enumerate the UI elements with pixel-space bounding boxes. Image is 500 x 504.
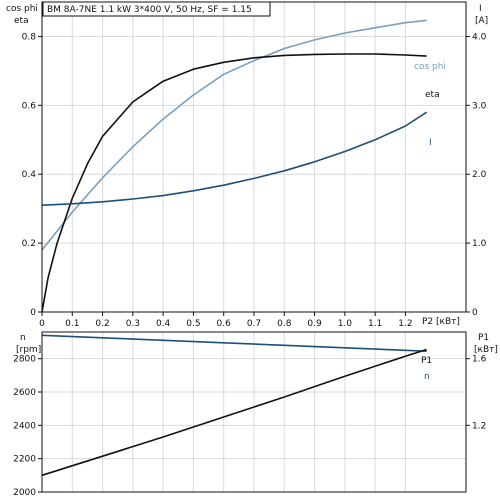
- lower-y-left-tick-label: 2400: [13, 421, 36, 431]
- x-axis-label: P2 [кВт]: [422, 317, 460, 327]
- bottom-plot-frame: [41, 331, 467, 493]
- chart-title: BM 8A-7NE 1.1 kW 3*400 V, 50 Hz, SF = 1.…: [47, 5, 252, 15]
- series-label-eta: eta: [425, 90, 440, 100]
- x-tick-label: 1.1: [368, 319, 382, 329]
- lower-right-axis-label-unit: [кВт]: [474, 345, 498, 355]
- bottom-series-group: [41, 334, 427, 477]
- x-tick-label: 0.8: [277, 319, 292, 329]
- y-left-tick-label: 0.6: [22, 101, 37, 111]
- x-tick-label: 1.2: [398, 319, 412, 329]
- lower-left-axis-label-rpm: [rpm]: [16, 345, 41, 355]
- lower-y-right-tick-label: 1.2: [472, 421, 486, 431]
- left-axis-label-cosphi: cos phi: [6, 4, 38, 14]
- y-left-tick-label: 0.4: [22, 170, 37, 180]
- x-tick-label: 0.6: [217, 319, 232, 329]
- lower-y-right-tick-label: 1.6: [472, 355, 487, 365]
- series-label-p1: P1: [421, 356, 432, 366]
- series-label-cosphi: cos phi: [414, 62, 446, 72]
- x-tick-label: 0.9: [307, 319, 322, 329]
- x-tick-label: 0.7: [247, 319, 261, 329]
- series-line-eta: [41, 53, 427, 313]
- lower-y-left-tick-label: 2800: [13, 355, 36, 365]
- x-tick-label: 1.0: [338, 319, 353, 329]
- y-left-tick-label: 0: [30, 308, 36, 318]
- left-axis-label-eta: eta: [14, 16, 29, 26]
- series-label-current: I: [429, 138, 432, 148]
- x-tick-label: 0.5: [186, 319, 200, 329]
- lower-y-left-tick-label: 2000: [13, 488, 36, 498]
- x-tick-label: 0.2: [95, 319, 109, 329]
- axes-group: 0 0.1 0.2 0.3 0.4 0.5 0.6 0.7 0.8 0.9 1.0 1.1 1.2 0 0.…: [13, 1, 487, 498]
- x-tick-label: 0: [39, 319, 45, 329]
- top-series-group: [41, 19, 428, 313]
- series-line-p1: [41, 348, 427, 477]
- y-right-tick-label: 0: [472, 308, 478, 318]
- lower-left-axis-label-n: n: [20, 333, 26, 343]
- y-right-tick-label: 1.0: [472, 239, 487, 249]
- bottom-grid: [42, 332, 466, 492]
- y-left-tick-label: 0.2: [22, 239, 36, 249]
- series-line-n: [41, 334, 427, 352]
- right-axis-label-current-unit: [A]: [475, 16, 488, 26]
- series-line-cos-phi: [41, 19, 427, 251]
- lower-y-left-tick-label: 2600: [13, 388, 36, 398]
- y-right-tick-label: 4.0: [472, 32, 487, 42]
- y-right-tick-label: 3.0: [472, 101, 487, 111]
- top-grid: [42, 2, 466, 312]
- lower-y-left-tick-label: 2200: [13, 455, 36, 465]
- series-label-n: n: [424, 372, 430, 382]
- y-left-tick-label: 0.8: [22, 32, 37, 42]
- x-tick-label: 0.3: [126, 319, 140, 329]
- x-tick-label: 0.4: [156, 319, 171, 329]
- title-frame: [42, 1, 271, 17]
- right-axis-label-current: I: [479, 4, 482, 14]
- title-box: BM 8A-7NE 1.1 kW 3*400 V, 50 Hz, SF = 1.…: [42, 1, 271, 17]
- x-tick-label: 0.1: [65, 319, 79, 329]
- lower-right-axis-label-p1: P1: [478, 333, 489, 343]
- series-line-i: [41, 111, 428, 206]
- y-right-tick-label: 2.0: [472, 170, 487, 180]
